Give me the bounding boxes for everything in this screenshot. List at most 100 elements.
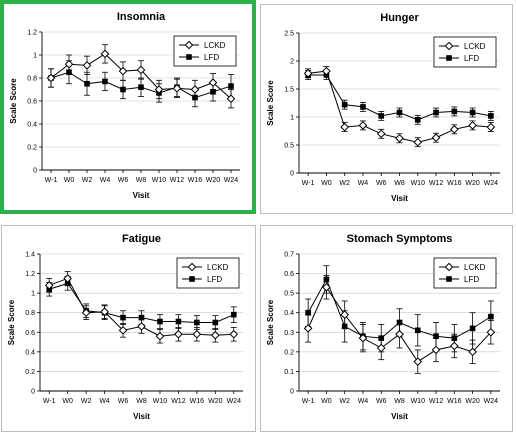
legend: LCKD LFD (433, 257, 497, 289)
chart-panel-hunger: Hunger 0 0.5 1 1.5 2 2.5 W-1 W0 W2 W4 W6 W8 W10 W12 W16… (260, 4, 513, 214)
data-point-lckd (395, 329, 404, 339)
data-point-lckd (340, 122, 349, 132)
data-point-lckd (468, 121, 477, 130)
chart-insomnia: Insomnia 0 0.2 0.4 0.6 0.8 1 1.2 W-1 W0 W2 W4 W6 W8 W1… (9, 11, 240, 200)
y-tick-label: 0.7 (284, 252, 294, 259)
data-point-lckd (46, 73, 56, 83)
x-tick-label: W0 (321, 398, 332, 405)
data-point-lckd (340, 310, 349, 319)
chart-title: Hunger (380, 12, 419, 24)
data-point-lckd (322, 66, 331, 76)
data-point-lfd (305, 309, 311, 316)
data-point-lckd (229, 329, 239, 339)
y-tick-label: 0.2 (27, 145, 37, 152)
x-tick-label: W2 (81, 398, 92, 405)
data-point-lfd (138, 314, 145, 321)
x-tick-label: W20 (465, 180, 480, 187)
data-point-lfd (433, 333, 439, 339)
data-point-lckd (431, 345, 441, 355)
x-tick-label: W10 (411, 180, 426, 187)
y-tick-label: 0.6 (284, 271, 294, 278)
y-tick-label: 0.5 (284, 143, 294, 150)
x-tick-label: W6 (118, 398, 129, 405)
data-point-lfd (228, 83, 234, 89)
x-tick-label: W6 (376, 180, 387, 187)
data-point-lfd (212, 319, 219, 326)
x-tick-label: W10 (411, 398, 426, 405)
y-axis-label: Scale Score (9, 78, 18, 124)
x-tick-label: W20 (208, 398, 223, 405)
x-tick-label: W20 (465, 398, 480, 405)
legend-marker-lckd (444, 41, 454, 51)
data-point-lckd (303, 69, 313, 78)
x-tick-label: W8 (136, 177, 147, 184)
data-point-lckd (450, 341, 459, 351)
x-tick-label: W0 (321, 180, 332, 187)
x-tick-label: W4 (358, 398, 369, 405)
x-tick-label: W-1 (45, 177, 58, 184)
legend-box (433, 36, 497, 68)
legend-marker-lckd (184, 40, 194, 50)
legend-marker-lfd (186, 54, 192, 60)
x-tick-label: W24 (227, 398, 242, 405)
y-tick-label: 0.6 (27, 99, 37, 106)
data-point-lfd (175, 318, 182, 325)
y-tick-label: 2 (290, 59, 294, 66)
data-point-lckd (64, 59, 74, 69)
x-tick-label: W24 (224, 177, 239, 184)
y-tick-label: 0.4 (284, 310, 294, 317)
x-tick-label: W4 (100, 177, 111, 184)
y-tick-label: 0.1 (284, 369, 294, 376)
y-tick-label: 1.4 (25, 252, 35, 259)
data-point-lckd (174, 329, 183, 339)
data-point-lckd (154, 85, 164, 94)
data-point-lckd (211, 330, 220, 340)
data-point-lckd (190, 85, 200, 94)
x-tick-label: W0 (64, 177, 75, 184)
legend-marker-lfd (446, 276, 452, 282)
data-point-lckd (192, 329, 202, 339)
data-point-lckd (413, 357, 423, 366)
x-tick-label: W12 (170, 177, 185, 184)
y-tick-label: 0.6 (25, 330, 35, 337)
data-point-lckd (208, 78, 218, 87)
chart-fatigue: Fatigue 0 0.2 0.4 0.6 0.8 1 1.2 1.4 W-1 W0 W2 W4 W6 W8… (7, 233, 243, 421)
x-tick-label: W0 (62, 398, 73, 405)
y-tick-label: 1 (290, 115, 294, 122)
x-tick-label: W4 (358, 180, 369, 187)
y-tick-label: 0 (290, 389, 294, 396)
y-tick-label: 0.2 (25, 369, 35, 376)
chart-panel-insomnia: Insomnia 0 0.2 0.4 0.6 0.8 1 1.2 W-1 W0 W2 W4 W6 W8 W1… (0, 0, 256, 214)
legend-box (173, 35, 237, 67)
x-tick-label: W16 (447, 180, 462, 187)
x-tick-label: W8 (136, 398, 147, 405)
legend-label-lfd: LFD (464, 275, 479, 284)
data-point-lfd (488, 313, 494, 320)
x-tick-label: W2 (339, 398, 350, 405)
data-point-lfd (102, 78, 108, 85)
data-point-lckd (431, 133, 441, 143)
x-axis-label: Visit (133, 412, 150, 421)
chart-title: Fatigue (122, 233, 161, 245)
data-point-lckd (376, 343, 386, 353)
y-tick-label: 1.5 (284, 87, 294, 94)
x-tick-label: W6 (118, 177, 129, 184)
y-axis-label: Scale Score (7, 299, 16, 345)
y-axis-label: Scale Score (266, 299, 275, 345)
y-tick-label: 0.2 (284, 349, 294, 356)
x-tick-label: W2 (339, 180, 350, 187)
x-tick-label: W6 (376, 398, 387, 405)
data-point-lckd (468, 347, 477, 357)
legend-label-lckd: LCKD (204, 41, 226, 50)
data-point-lfd (451, 108, 458, 115)
legend-box (176, 257, 240, 289)
data-point-lfd (230, 311, 237, 318)
x-tick-label: W8 (394, 180, 405, 187)
legend-marker-lckd (444, 262, 454, 272)
x-axis-label: Visit (391, 412, 408, 421)
x-tick-label: W-1 (43, 398, 56, 405)
data-point-lckd (136, 65, 146, 75)
legend-box (433, 257, 497, 289)
legend-label-lfd: LFD (207, 275, 222, 284)
x-tick-label: W12 (171, 398, 186, 405)
